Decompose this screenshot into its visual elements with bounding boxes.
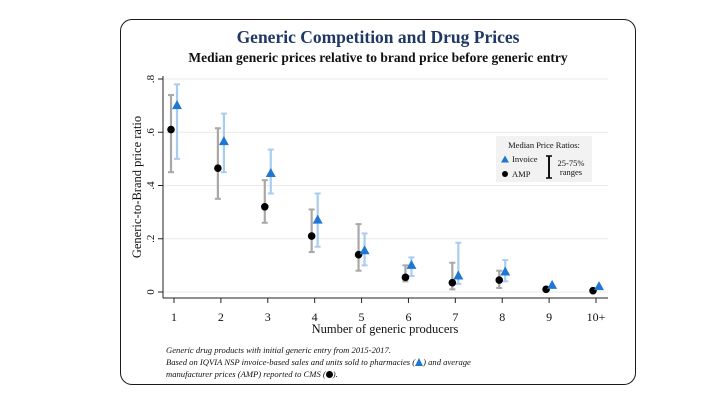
grid-layer xyxy=(163,78,608,293)
amp-point xyxy=(260,203,269,211)
chart-title: Generic Competition and Drug Prices xyxy=(236,27,520,47)
invoice-point xyxy=(359,245,370,255)
y-axis-label: Generic-to-Brand price ratio xyxy=(130,116,144,258)
amp-point xyxy=(167,125,175,134)
marker-layer xyxy=(167,100,604,295)
legend-box xyxy=(496,136,592,182)
amp-point xyxy=(495,276,504,284)
legend-title: Median Price Ratios: xyxy=(508,140,580,150)
invoice-point xyxy=(265,168,276,178)
x-tick-label: 2 xyxy=(218,310,224,324)
amp-point xyxy=(214,164,222,172)
note-line-2: Based on IQVIA NSP invoice-based sales a… xyxy=(166,356,606,368)
amp-point xyxy=(307,232,316,240)
axis-layer: 0 .2 .4 .6 .8 1 2 3 4 5 6 7 8 9 10+ Number of generic p… xyxy=(130,74,608,336)
x-tick-label: 1 xyxy=(171,310,177,324)
note-line-3-start: manufacturer prices (AMP) reported to CM… xyxy=(166,369,326,380)
x-tick-label: 8 xyxy=(499,310,505,324)
note-line-2-start: Based on IQVIA NSP invoice-based sales a… xyxy=(166,357,416,368)
amp-point xyxy=(448,278,457,287)
legend-invoice-marker xyxy=(501,155,509,163)
invoice-point xyxy=(406,259,417,269)
legend: Median Price Ratios: Invoice AMP 25-75%rang… xyxy=(496,136,592,182)
invoice-point xyxy=(312,214,323,224)
note-line-2-end: ) and average xyxy=(423,357,471,368)
chart-notes: Generic drug products with initial gener… xyxy=(166,344,606,381)
x-axis-label: Number of generic producers xyxy=(312,322,459,336)
note-line-3: manufacturer prices (AMP) reported to CM… xyxy=(166,368,606,380)
chart-frame xyxy=(120,19,636,385)
legend-amp-label: AMP xyxy=(512,169,531,179)
invoice-point xyxy=(172,100,182,110)
circle-icon xyxy=(325,371,333,379)
y-tick-label: .2 xyxy=(145,235,157,243)
x-tick-label: 3 xyxy=(265,310,271,324)
x-tick-label: 4 xyxy=(312,310,318,324)
y-tick-label: .4 xyxy=(145,181,157,190)
invoice-point xyxy=(594,281,604,291)
y-tick-label: 0 xyxy=(145,289,157,295)
legend-amp-marker xyxy=(502,171,508,177)
y-tick-label: .8 xyxy=(145,74,157,83)
triangle-icon xyxy=(415,358,424,367)
x-tick-label: 6 xyxy=(405,310,411,324)
y-tick-label: .6 xyxy=(145,128,157,137)
amp-point xyxy=(401,273,410,282)
x-tick-label: 10+ xyxy=(587,310,606,324)
x-tick-label: 9 xyxy=(546,310,552,324)
note-line-3-end: ). xyxy=(332,369,338,380)
invoice-point xyxy=(500,266,511,276)
x-tick-label: 5 xyxy=(359,310,365,324)
chart-subtitle: Median generic prices relative to brand … xyxy=(188,50,568,65)
invoice-point xyxy=(547,279,558,289)
invoice-point xyxy=(453,270,464,280)
note-line-1: Generic drug products with initial gener… xyxy=(166,345,391,355)
invoice-point xyxy=(218,136,229,146)
legend-range-label-1: 25-75% xyxy=(558,158,585,168)
x-tick-label: 7 xyxy=(452,310,458,324)
range-layer xyxy=(168,83,509,291)
legend-range-label-2: ranges xyxy=(560,167,582,177)
legend-invoice-label: Invoice xyxy=(512,154,538,164)
